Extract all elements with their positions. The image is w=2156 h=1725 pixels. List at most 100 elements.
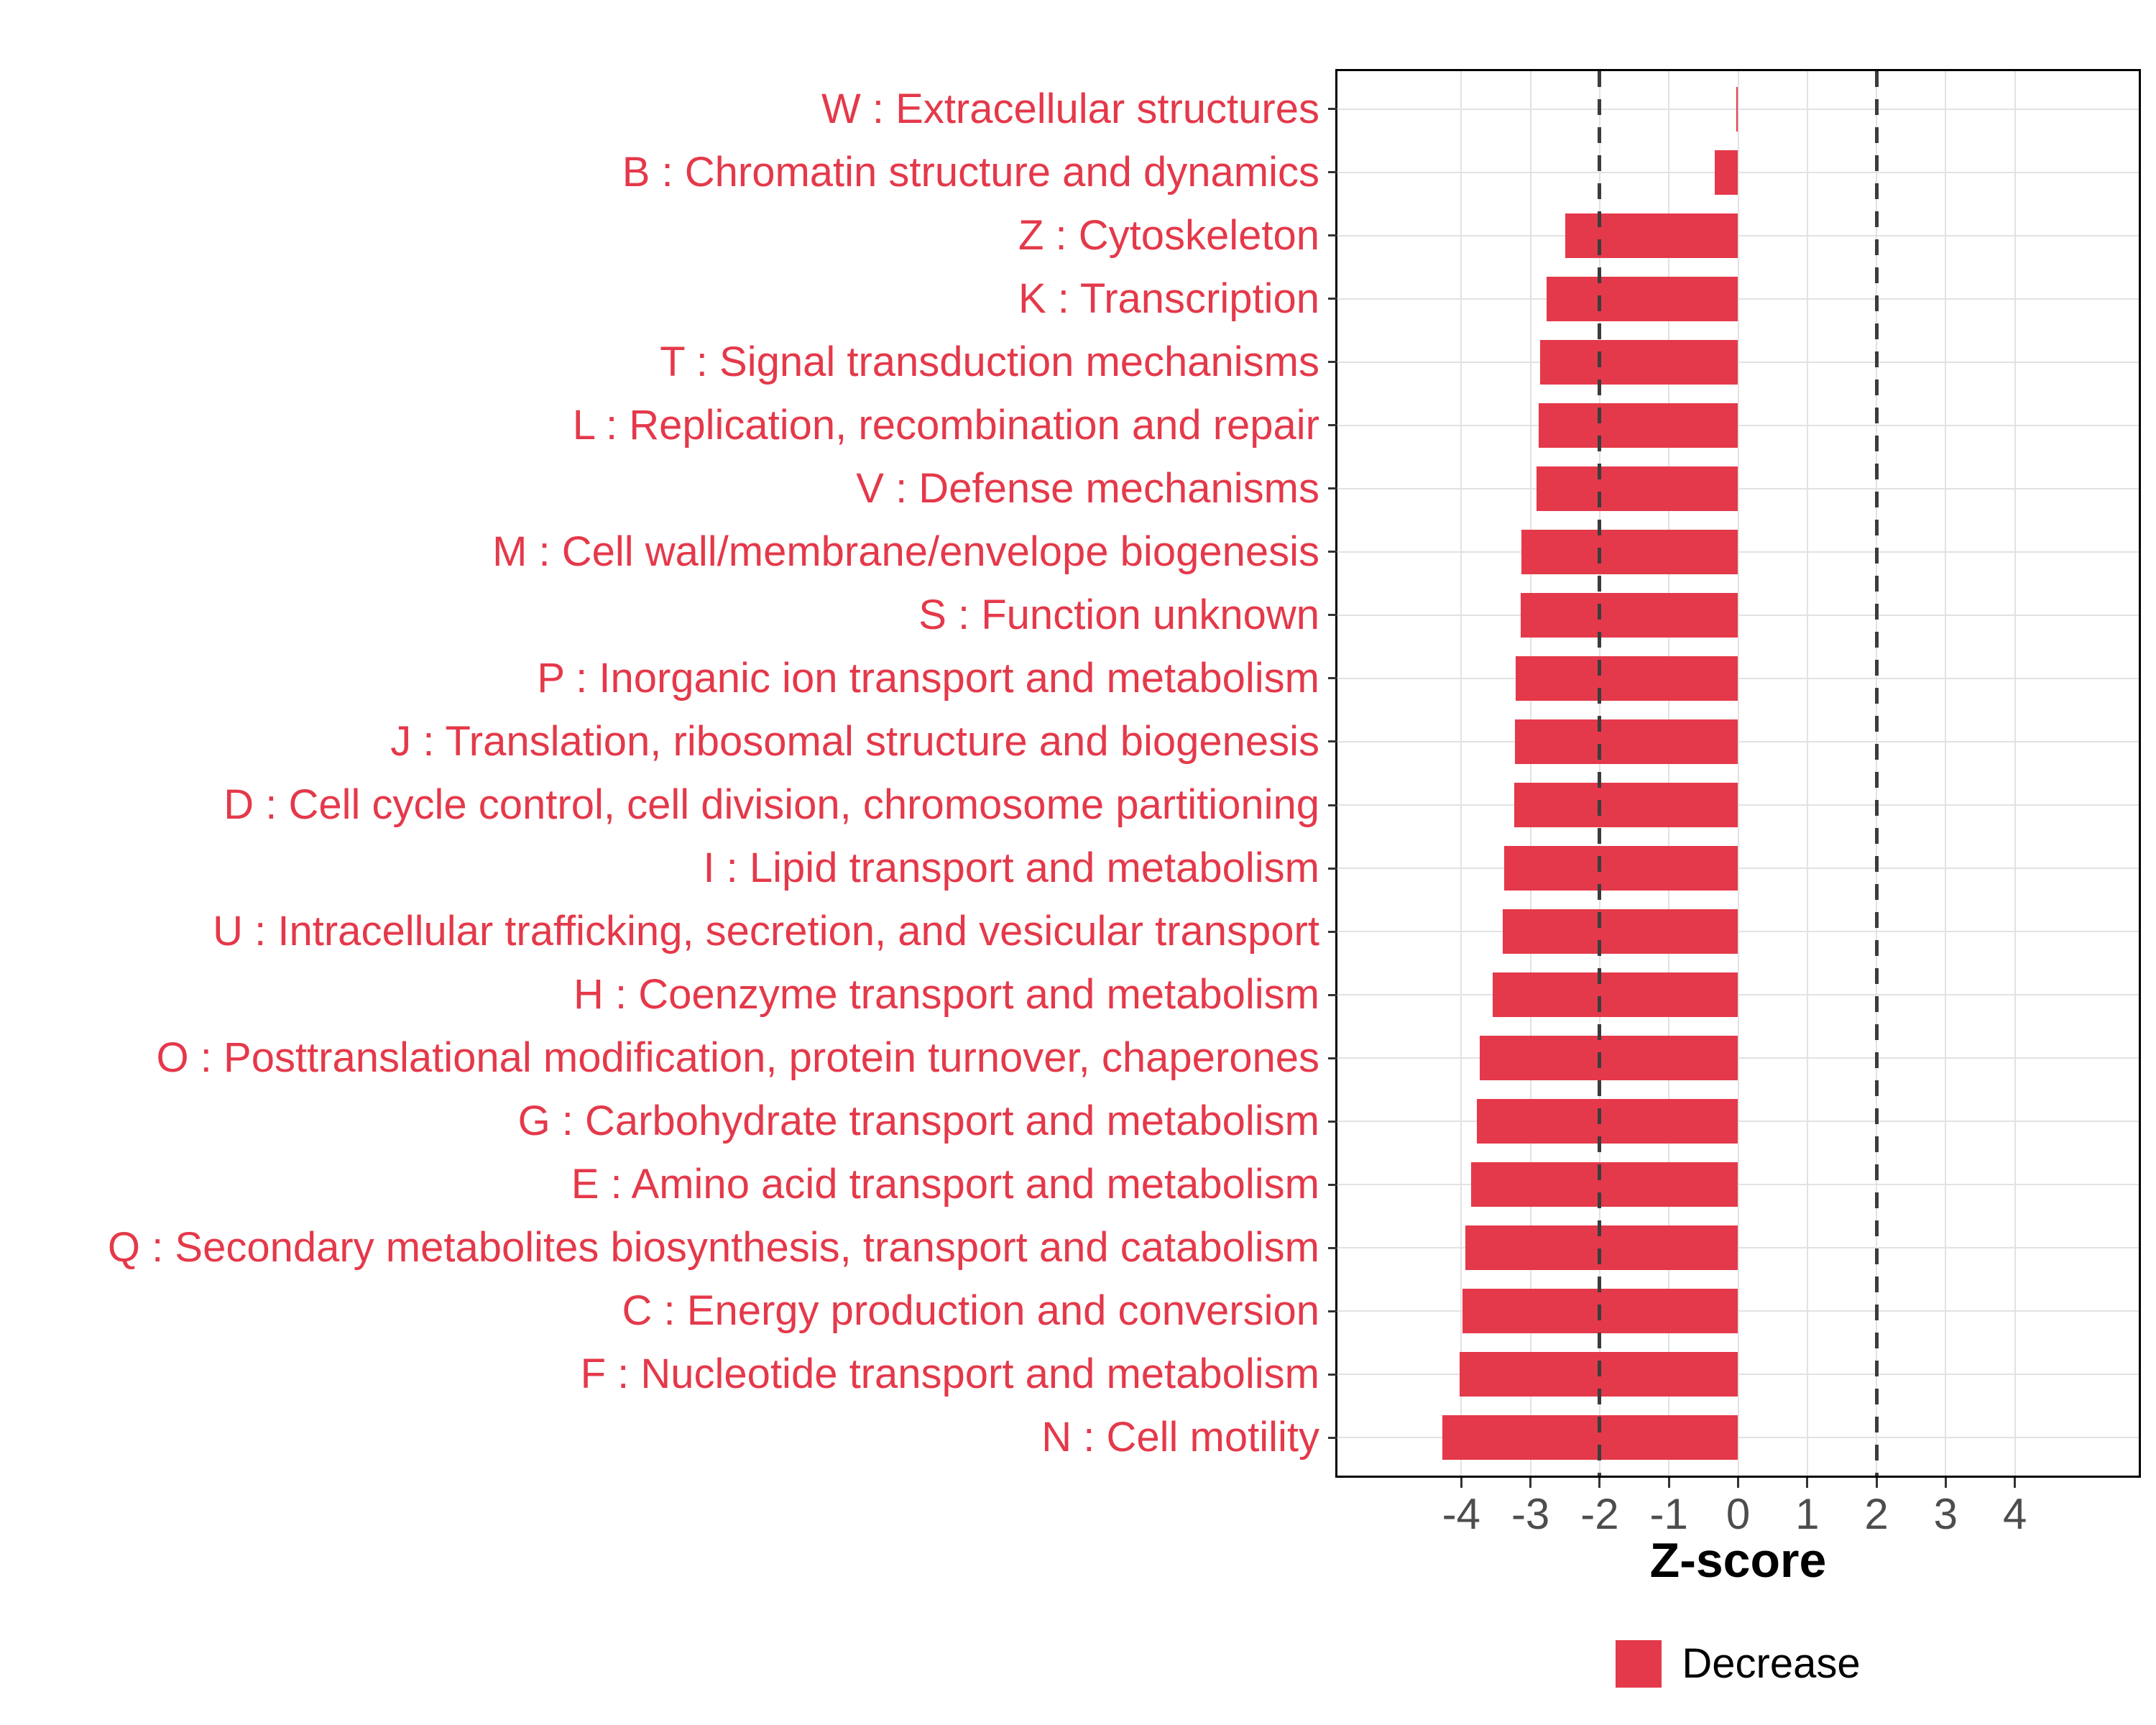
x-tick-mark: [1875, 1478, 1878, 1488]
x-tick-mark: [1529, 1478, 1532, 1488]
x-tick-label: -4: [1442, 1490, 1481, 1538]
category-label: P : Inorganic ion transport and metaboli…: [537, 654, 1319, 702]
y-tick-mark: [1328, 1057, 1337, 1059]
bar: [1565, 213, 1738, 258]
x-tick-label: 2: [1864, 1490, 1889, 1538]
category-label: B : Chromatin structure and dynamics: [622, 148, 1319, 196]
y-gridline: [1337, 1121, 2139, 1123]
y-gridline: [1337, 804, 2139, 806]
reference-line: [1874, 71, 1879, 1476]
reference-line: [1598, 71, 1602, 1476]
x-gridline: [1945, 71, 1947, 1476]
bar: [1521, 592, 1738, 638]
category-label: I : Lipid transport and metabolism: [703, 845, 1319, 892]
category-label: S : Function unknown: [918, 591, 1319, 638]
y-gridline: [1337, 1310, 2139, 1312]
x-tick-mark: [1737, 1478, 1739, 1488]
x-tick-label: -1: [1649, 1490, 1688, 1538]
y-tick-mark: [1328, 1183, 1337, 1186]
category-label: Z : Cytoskeleton: [1018, 211, 1319, 259]
y-tick-mark: [1328, 487, 1337, 490]
bar: [1480, 1036, 1738, 1081]
bar: [1514, 783, 1738, 827]
y-gridline: [1337, 1184, 2139, 1186]
x-axis-title: Z-score: [1649, 1533, 1827, 1588]
y-gridline: [1337, 551, 2139, 553]
category-label: U : Intracellular trafficking, secretion…: [213, 908, 1319, 955]
x-tick-mark: [1806, 1478, 1809, 1488]
x-tick-mark: [1944, 1478, 1947, 1488]
y-tick-mark: [1328, 930, 1337, 933]
y-gridline: [1337, 1374, 2139, 1376]
x-tick-label: 4: [2002, 1490, 2027, 1538]
y-gridline: [1337, 994, 2139, 996]
bar: [1521, 529, 1738, 574]
category-label: N : Cell motility: [1041, 1414, 1319, 1461]
y-gridline: [1337, 677, 2139, 679]
y-gridline: [1337, 487, 2139, 489]
bar: [1540, 339, 1738, 385]
y-gridline: [1337, 108, 2139, 110]
x-gridline: [1529, 71, 1531, 1476]
category-label: J : Translation, ribosomal structure and…: [390, 717, 1319, 765]
y-gridline: [1337, 740, 2139, 742]
legend: Decrease: [1335, 1640, 2141, 1688]
y-tick-mark: [1328, 804, 1337, 806]
y-gridline: [1337, 361, 2139, 363]
y-tick-mark: [1328, 1436, 1337, 1439]
y-gridline: [1337, 424, 2139, 426]
y-tick-mark: [1328, 867, 1337, 870]
y-tick-mark: [1328, 424, 1337, 427]
bar: [1516, 656, 1738, 701]
category-label: G : Carbohydrate transport and metabolis…: [517, 1098, 1319, 1145]
bar: [1476, 1099, 1738, 1144]
x-tick-mark: [1667, 1478, 1670, 1488]
category-label: V : Defense mechanisms: [856, 464, 1319, 512]
bar: [1539, 402, 1738, 448]
y-tick-mark: [1328, 1373, 1337, 1376]
y-tick-mark: [1328, 298, 1337, 300]
x-gridline: [1806, 71, 1808, 1476]
y-tick-mark: [1328, 993, 1337, 996]
category-label: F : Nucleotide transport and metabolism: [580, 1351, 1319, 1398]
category-label: E : Amino acid transport and metabolism: [571, 1161, 1319, 1208]
x-tick-label: -3: [1511, 1490, 1550, 1538]
bar: [1470, 1162, 1738, 1208]
y-tick-mark: [1328, 171, 1337, 174]
x-gridline: [1460, 71, 1462, 1476]
x-tick-mark: [2014, 1478, 2017, 1488]
y-gridline: [1337, 1057, 2139, 1059]
bar: [1503, 909, 1738, 954]
y-gridline: [1337, 614, 2139, 616]
x-tick-mark: [1460, 1478, 1462, 1488]
bar: [1504, 846, 1738, 891]
bar: [1515, 719, 1738, 764]
y-tick-mark: [1328, 740, 1337, 743]
bar: [1465, 1225, 1738, 1271]
y-gridline: [1337, 171, 2139, 173]
y-tick-mark: [1328, 361, 1337, 364]
x-tick-mark: [1598, 1478, 1601, 1488]
category-label: L : Replication, recombination and repai…: [572, 401, 1319, 448]
x-gridline: [1668, 71, 1670, 1476]
x-tick-label: 1: [1795, 1490, 1820, 1538]
bar: [1714, 150, 1738, 195]
bar: [1736, 86, 1738, 132]
y-tick-mark: [1328, 1120, 1337, 1123]
category-label: W : Extracellular structures: [821, 85, 1319, 132]
y-tick-mark: [1328, 1310, 1337, 1312]
plot-panel: [1335, 69, 2141, 1478]
category-label: M : Cell wall/membrane/envelope biogenes…: [492, 528, 1319, 575]
category-label: Q : Secondary metabolites biosynthesis, …: [107, 1224, 1319, 1271]
x-tick-label: -2: [1580, 1490, 1619, 1538]
category-label: O : Posttranslational modification, prot…: [156, 1034, 1319, 1082]
y-gridline: [1337, 1247, 2139, 1249]
category-label: D : Cell cycle control, cell division, c…: [224, 781, 1319, 828]
x-tick-label: 0: [1726, 1490, 1751, 1538]
legend-key-swatch: [1616, 1640, 1662, 1688]
x-gridline: [1737, 71, 1739, 1476]
category-label: H : Coenzyme transport and metabolism: [573, 971, 1319, 1018]
bar: [1492, 972, 1738, 1018]
y-gridline: [1337, 234, 2139, 236]
bar: [1546, 276, 1738, 321]
